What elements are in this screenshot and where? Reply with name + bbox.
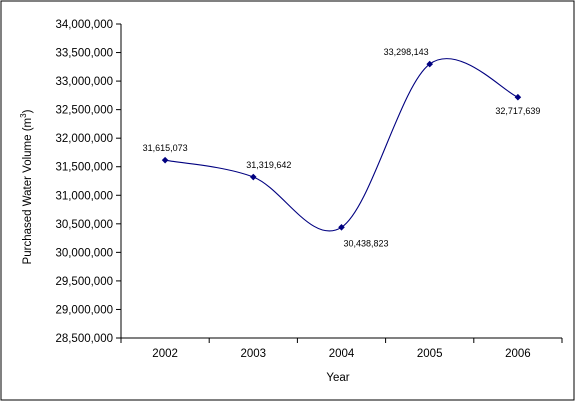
x-tick-label: 2004 bbox=[329, 348, 355, 360]
x-tick-label: 2005 bbox=[417, 348, 443, 360]
y-tick-label: 31,500,000 bbox=[55, 162, 113, 174]
data-point bbox=[338, 224, 345, 231]
x-axis-title: Year bbox=[326, 372, 349, 384]
y-tick-label: 29,500,000 bbox=[55, 276, 113, 288]
y-tick-label: 34,000,000 bbox=[55, 19, 113, 31]
x-tick-label: 2003 bbox=[241, 348, 267, 360]
y-tick-label: 30,500,000 bbox=[55, 219, 113, 231]
y-tick-label: 31,000,000 bbox=[55, 190, 113, 202]
y-tick-label: 32,500,000 bbox=[55, 105, 113, 117]
y-tick-label: 29,000,000 bbox=[55, 304, 113, 316]
x-tick-label: 2002 bbox=[152, 348, 178, 360]
data-point bbox=[161, 156, 169, 164]
x-tick-label: 2006 bbox=[505, 348, 531, 360]
y-axis-title-suffix: ) bbox=[22, 109, 34, 113]
data-label: 30,438,823 bbox=[344, 238, 389, 248]
data-label: 32,717,639 bbox=[495, 106, 540, 116]
y-tick-label: 33,000,000 bbox=[55, 76, 113, 88]
data-label: 31,615,073 bbox=[143, 143, 188, 153]
series-line bbox=[164, 58, 519, 232]
y-tick-label: 32,000,000 bbox=[55, 133, 113, 145]
data-label: 33,298,143 bbox=[384, 47, 429, 57]
data-point bbox=[514, 93, 522, 101]
y-tick-label: 30,000,000 bbox=[55, 247, 113, 259]
y-tick-label: 33,500,000 bbox=[55, 48, 113, 60]
data-label: 31,319,642 bbox=[246, 160, 291, 170]
x-axis: 2002 2003 2004 2005 2006 bbox=[120, 337, 563, 360]
y-tick-label: 28,500,000 bbox=[55, 333, 113, 345]
data-labels: 31,615,073 31,319,642 30,438,823 33,298,143… bbox=[143, 47, 541, 248]
series-group bbox=[161, 58, 522, 232]
y-axis-title-text: Purchased Water Volume (m bbox=[22, 118, 34, 265]
data-point bbox=[250, 173, 257, 181]
data-point bbox=[426, 60, 433, 68]
y-axis-title: Purchased Water Volume (m3) bbox=[19, 109, 34, 264]
y-axis: 28,500,000 29,000,000 29,500,000 30,000,000… bbox=[55, 19, 122, 345]
y-axis-title-superscript: 3 bbox=[19, 113, 28, 118]
